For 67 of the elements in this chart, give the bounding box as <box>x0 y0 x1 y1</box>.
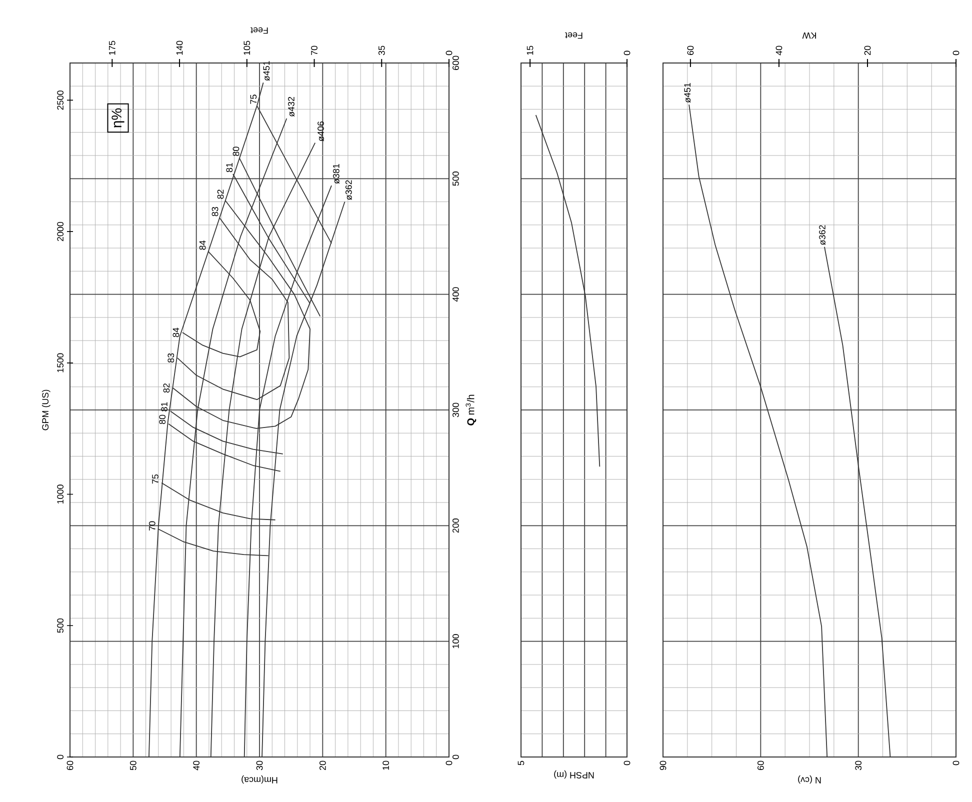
x-tick-label: 90 <box>660 760 666 770</box>
x2-tick-label: 0 <box>446 50 452 56</box>
text: 83 <box>168 353 174 363</box>
x2-tick-label: 35 <box>378 46 385 56</box>
text: 83 <box>212 206 218 216</box>
x2-axis-title: Feet <box>250 27 268 34</box>
text: 82 <box>217 190 224 199</box>
y2-tick-label: 1500 <box>57 353 64 372</box>
y2-tick-label: 1000 <box>57 484 64 504</box>
x-tick-label: 0 <box>624 760 630 766</box>
y-axis-title: Q m$^{3}$/h <box>466 394 476 426</box>
y-tick-label: 400 <box>452 287 459 302</box>
text: ø406 <box>318 121 324 142</box>
x-tick-label: 40 <box>193 760 200 770</box>
x2-axis-title: KW <box>802 32 816 39</box>
text: ø362 <box>819 225 826 246</box>
y2-tick-label: 500 <box>57 618 64 633</box>
text: 70 <box>148 521 156 530</box>
y-tick-label: 100 <box>452 634 459 648</box>
text: ø451 <box>684 82 691 103</box>
annotation: η% <box>112 108 124 128</box>
x-tick-label: 20 <box>319 760 326 770</box>
text: 81 <box>161 402 168 412</box>
y-tick-label: 300 <box>452 402 459 418</box>
x-tick-label: 10 <box>382 760 390 770</box>
y-tick-label: 0 <box>452 754 459 760</box>
x-tick-label: 0 <box>446 760 452 766</box>
y-tick-label: 200 <box>452 518 459 533</box>
y2-tick-label: 2000 <box>57 222 64 242</box>
text: 81 <box>226 162 233 172</box>
x-tick-label: 50 <box>130 760 136 770</box>
x-axis-title: Hm(mca) <box>242 775 278 784</box>
x2-axis-title: Feet <box>565 32 582 39</box>
x-tick-label: 30 <box>256 760 263 770</box>
x2-tick-label: 0 <box>624 50 630 56</box>
text: ø381 <box>332 164 340 184</box>
text: 84 <box>199 240 206 250</box>
text: ø362 <box>345 180 352 200</box>
x2-tick-label: 70 <box>311 46 318 55</box>
x2-tick-label: 20 <box>864 46 871 55</box>
x2-tick-label: 175 <box>109 40 116 55</box>
x2-tick-label: 60 <box>687 46 694 55</box>
y2-tick-label: 0 <box>57 754 64 760</box>
x2-tick-label: 15 <box>526 46 534 55</box>
text: 80 <box>159 414 166 424</box>
y2-tick-label: 2500 <box>57 90 64 110</box>
text: 84 <box>172 328 180 338</box>
text: ø432 <box>288 96 294 117</box>
x-tick-label: 0 <box>952 760 960 766</box>
y-tick-label: 500 <box>452 172 459 186</box>
text: 80 <box>232 146 240 156</box>
text: 82 <box>163 383 170 393</box>
x2-tick-label: 40 <box>776 46 782 56</box>
text: ø451 <box>263 61 270 81</box>
x2-tick-label: 140 <box>176 40 183 55</box>
x-tick-label: 60 <box>757 760 764 770</box>
y2-axis-title: GPM (US) <box>42 390 50 430</box>
x-tick-label: 30 <box>855 760 862 770</box>
text: 75 <box>250 94 257 104</box>
x-tick-label: 60 <box>66 760 74 770</box>
y-tick-label: 600 <box>452 56 459 70</box>
x-axis-title: N (cv) <box>798 775 821 784</box>
x2-tick-label: 0 <box>952 50 960 56</box>
x-axis-title: NPSH (m) <box>554 770 594 779</box>
x-tick-label: 5 <box>518 760 524 766</box>
text: 75 <box>152 474 158 484</box>
x2-tick-label: 105 <box>244 40 250 55</box>
